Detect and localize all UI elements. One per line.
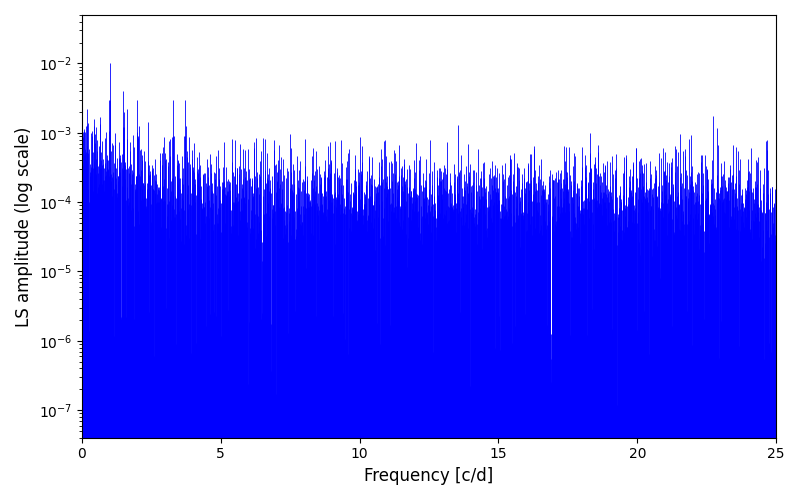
- X-axis label: Frequency [c/d]: Frequency [c/d]: [364, 467, 494, 485]
- Y-axis label: LS amplitude (log scale): LS amplitude (log scale): [15, 126, 33, 326]
